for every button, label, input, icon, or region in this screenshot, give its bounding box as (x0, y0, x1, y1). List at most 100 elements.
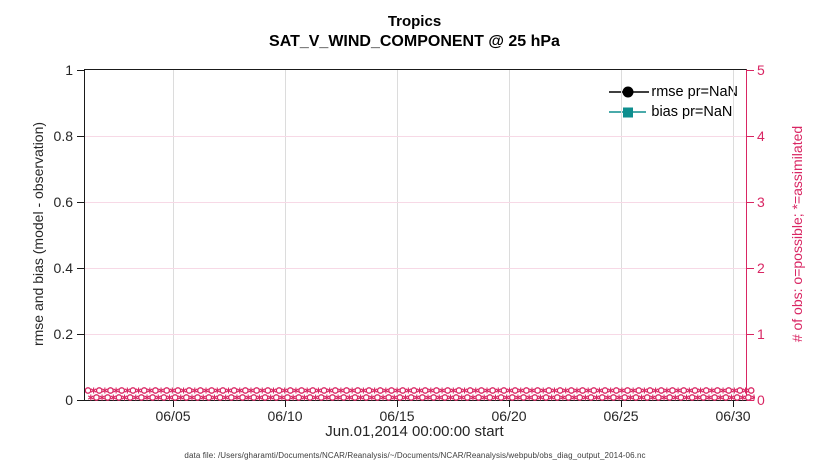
assimilated-obs-marker (458, 394, 465, 401)
possible-obs-marker (520, 394, 527, 401)
assimilated-obs-marker (638, 394, 645, 401)
assimilated-obs-marker (267, 394, 274, 401)
possible-obs-marker (545, 387, 553, 394)
possible-obs-marker (216, 394, 224, 401)
y-tick-label-right: 3 (757, 194, 765, 210)
gridline-horizontal (85, 201, 746, 203)
possible-obs-marker (657, 387, 665, 394)
possible-obs-marker (227, 394, 235, 401)
assimilated-obs-marker (427, 387, 434, 394)
possible-obs-marker (669, 387, 676, 394)
x-tick-label: 06/05 (155, 408, 191, 424)
gridline-horizontal (85, 333, 746, 335)
possible-obs-marker (205, 394, 213, 401)
possible-obs-marker (702, 387, 710, 394)
possible-obs-marker (444, 387, 452, 394)
possible-obs-marker (197, 387, 204, 394)
possible-obs-marker (410, 387, 418, 394)
possible-obs-marker (500, 387, 508, 394)
legend-label-bias: bias pr=NaN (651, 104, 733, 120)
possible-obs-marker (306, 394, 314, 401)
assimilated-obs-marker (708, 387, 715, 394)
assimilated-obs-marker (346, 394, 353, 401)
assimilated-obs-marker (661, 394, 667, 401)
possible-obs-marker (183, 394, 190, 401)
assimilated-obs-marker (672, 394, 679, 401)
assimilated-obs-marker (304, 387, 311, 394)
possible-obs-marker (421, 387, 429, 394)
x-tick-mark (172, 401, 174, 407)
possible-obs-marker (340, 394, 348, 401)
rmse-line-circle-icon (609, 86, 650, 98)
possible-obs-marker (140, 387, 148, 394)
possible-obs-marker (272, 394, 280, 401)
assimilated-obs-marker (225, 387, 232, 394)
x-tick-mark (284, 401, 286, 407)
possible-obs-marker (612, 387, 620, 394)
assimilated-obs-marker (380, 394, 386, 401)
possible-obs-marker (374, 394, 381, 401)
assimilated-obs-marker (686, 387, 693, 394)
assimilated-obs-marker (360, 387, 367, 394)
possible-obs-marker (621, 394, 629, 401)
possible-obs-marker (646, 387, 654, 394)
possible-obs-marker (264, 387, 272, 394)
assimilated-obs-marker (596, 387, 603, 394)
plot-area: rmse pr=NaN bias pr=NaN 06/05 06/10 06/15 0… (54, 62, 765, 424)
assimilated-obs-marker (416, 387, 423, 394)
possible-obs-marker (93, 394, 100, 401)
assimilated-obs-marker (236, 387, 243, 394)
x-axis-label: Jun.01,2014 00:00:00 start (325, 423, 504, 440)
y-tick-mark-left (77, 69, 84, 71)
assimilated-obs-marker (405, 387, 412, 394)
possible-obs-marker (624, 387, 631, 394)
gridline-horizontal (85, 135, 746, 137)
assimilated-obs-marker (234, 394, 240, 401)
y-tick-mark-left (77, 333, 84, 335)
assimilated-obs-marker (121, 394, 128, 401)
possible-obs-marker (230, 387, 238, 394)
assimilated-obs-marker (189, 394, 195, 401)
y-tick-mark-right (747, 399, 754, 401)
possible-obs-marker (463, 394, 471, 401)
assimilated-obs-marker (627, 394, 634, 401)
x-tick-label: 06/10 (267, 408, 303, 424)
y-axis-label-left: rmse and bias (model - observation) (30, 121, 46, 347)
possible-obs-marker (354, 387, 362, 394)
assimilated-obs-marker (585, 387, 592, 394)
possible-obs-marker (452, 394, 460, 401)
possible-obs-marker (489, 387, 496, 394)
assimilated-obs-marker (191, 387, 198, 394)
possible-obs-marker (419, 394, 426, 401)
possible-obs-marker (208, 387, 215, 394)
assimilated-obs-marker (166, 394, 173, 401)
assimilated-obs-marker (706, 394, 712, 401)
possible-obs-marker (497, 394, 505, 401)
possible-obs-marker (475, 394, 482, 401)
y-tick-label-left: 0.8 (53, 128, 73, 144)
possible-obs-marker (309, 387, 317, 394)
assimilated-obs-marker (526, 394, 533, 401)
assimilated-obs-marker (323, 394, 330, 401)
assimilated-obs-marker (382, 387, 389, 394)
assimilated-obs-marker (630, 387, 637, 394)
assimilated-obs-marker (720, 387, 726, 394)
y-tick-mark-right (747, 69, 754, 71)
y-tick-label-left: 0 (65, 392, 73, 408)
assimilated-obs-marker (537, 394, 544, 401)
y-tick-mark-left (77, 267, 84, 269)
possible-obs-marker (433, 387, 440, 394)
y-axis-label-right: # of obs: o=possible; *=assimilated (789, 125, 805, 343)
gridline-vertical (396, 70, 398, 400)
assimilated-obs-marker (492, 394, 499, 401)
plot-subtitle: SAT_V_WIND_COMPONENT @ 25 hPa (269, 33, 560, 50)
x-tick-mark (620, 401, 622, 407)
possible-obs-marker (680, 387, 688, 394)
possible-obs-marker (388, 387, 395, 394)
assimilated-obs-marker (290, 394, 297, 401)
possible-obs-marker (576, 394, 584, 401)
x-tick-label: 06/30 (715, 408, 751, 424)
plot-title: Tropics (387, 13, 442, 30)
possible-obs-marker (149, 394, 156, 401)
possible-obs-marker (553, 394, 561, 401)
